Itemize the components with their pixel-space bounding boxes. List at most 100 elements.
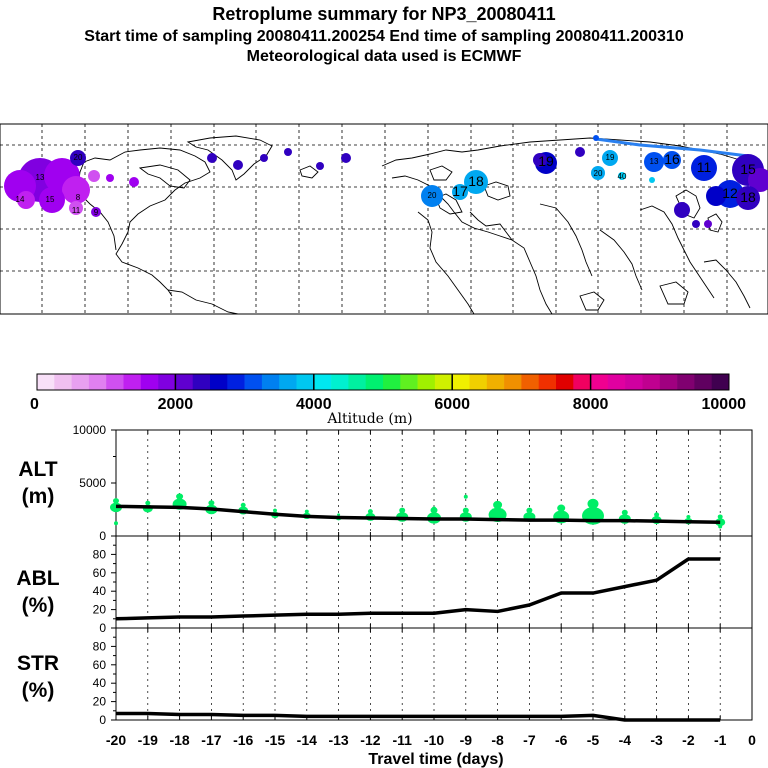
x-tick-label: -5 <box>587 732 600 748</box>
panel-ylabel: ABL <box>16 567 59 590</box>
colorbar-cell <box>417 374 436 390</box>
colorbar-tick-label: 6000 <box>434 396 470 413</box>
altitude-blob <box>526 507 533 514</box>
y-tick-label: 60 <box>93 658 107 672</box>
plume-dot-label: 15 <box>740 161 756 177</box>
x-tick-label: -9 <box>460 732 473 748</box>
altitude-blob <box>493 500 503 509</box>
plume-dot-label: 40 <box>618 172 627 181</box>
colorbar-cell <box>486 374 505 390</box>
plume-dot <box>649 177 655 183</box>
altitude-mean-line <box>115 504 721 524</box>
y-tick-label: 20 <box>93 603 107 617</box>
altitude-blob <box>686 514 691 519</box>
y-tick-label: 80 <box>93 639 107 653</box>
altitude-blob <box>462 507 469 514</box>
colorbar-cell <box>677 374 695 390</box>
plume-dot <box>602 150 618 166</box>
y-tick-label: 0 <box>99 713 106 727</box>
colorbar-cell <box>88 374 107 390</box>
plume-dot <box>452 184 468 200</box>
colorbar-cell <box>244 374 263 390</box>
colorbar-cell <box>538 374 557 390</box>
x-tick-label: -11 <box>392 732 412 748</box>
colorbar-cell <box>711 374 730 390</box>
colorbar-label: Altitude (m) <box>326 411 412 427</box>
x-tick-label: -12 <box>360 732 380 748</box>
colorbar-cell <box>504 374 522 390</box>
plume-dot-label: 16 <box>664 151 680 167</box>
y-tick-label: 60 <box>93 566 107 580</box>
y-tick-label: 80 <box>93 547 107 561</box>
plume-dot <box>591 166 605 180</box>
altitude-point <box>654 513 659 518</box>
colorbar-cell <box>279 374 297 390</box>
plume-dot-label: 20 <box>74 153 83 162</box>
colorbar-cell <box>140 374 159 390</box>
x-tick-label: -13 <box>328 732 348 748</box>
colorbar-cell <box>348 374 366 390</box>
plume-dot <box>748 168 768 192</box>
y-tick-label: 10000 <box>73 423 107 437</box>
plume-dot <box>129 177 139 187</box>
x-tick-label: -14 <box>297 732 317 748</box>
figure-title: Retroplume summary for NP3_20080411 <box>212 4 555 24</box>
colorbar-cell <box>227 374 245 390</box>
colorbar-tick-label: 2000 <box>158 396 194 413</box>
colorbar-cell <box>192 374 211 390</box>
altitude-blob <box>273 508 277 513</box>
panel-ylabel: ALT <box>18 458 57 481</box>
colorbar-cell <box>590 374 609 390</box>
colorbar-frame <box>36 373 730 391</box>
colorbar-cell <box>158 374 176 390</box>
plume-dot <box>706 186 726 206</box>
altitude-blob <box>367 509 373 514</box>
plume-dot <box>106 174 114 182</box>
plume-dot <box>284 148 292 156</box>
colorbar-cell <box>175 374 193 390</box>
colorbar-tick-label: 10000 <box>702 396 747 413</box>
plume-dots <box>4 135 768 228</box>
abl-line <box>115 557 721 621</box>
colorbar-tick-label: 8000 <box>573 396 609 413</box>
colorbar-cell <box>123 374 142 390</box>
panel-ylabel: STR <box>17 652 59 675</box>
panel-ylabel: (%) <box>22 679 55 702</box>
x-tick-label: -18 <box>169 732 189 748</box>
plume-dot-label: 11 <box>72 206 81 215</box>
panel-alt: 10000 5000 0 ALT (m) <box>18 423 753 543</box>
altitude-point <box>432 506 436 511</box>
plume-dot <box>692 220 700 228</box>
x-tick-label: -19 <box>138 732 158 748</box>
panel-ylabel: (%) <box>22 594 55 617</box>
colorbar-cell <box>313 374 332 390</box>
colorbar-cell <box>469 374 488 390</box>
plume-dot-label: 19 <box>538 153 554 169</box>
colorbar-cell <box>54 374 72 390</box>
panel-ylabel: (m) <box>22 485 55 508</box>
y-tick-label: 0 <box>99 621 106 635</box>
colorbar-cell <box>383 374 401 390</box>
plume-dot-label: 18 <box>740 189 756 205</box>
altitude-blob <box>240 502 246 508</box>
panel-abl: 80 60 40 20 0 ABL (%) <box>16 535 753 635</box>
colorbar-cell <box>37 374 55 390</box>
plume-dot <box>421 185 443 207</box>
plume-dot <box>70 150 86 166</box>
colorbar-cells <box>37 374 730 390</box>
colorbar-cell <box>331 374 349 390</box>
plume-dot-label: 20 <box>594 169 603 178</box>
colorbar-cell <box>694 374 712 390</box>
sampling-times: Start time of sampling 20080411.200254 E… <box>84 28 684 45</box>
altitude-point <box>400 509 405 514</box>
altitude-blob <box>621 509 628 516</box>
plume-dot <box>17 191 35 209</box>
altitude-blob <box>337 513 341 517</box>
colorbar-cell <box>106 374 124 390</box>
plume-dot-label: 8 <box>76 193 81 202</box>
plume-dot <box>575 147 585 157</box>
colorbar-cell <box>556 374 574 390</box>
y-tick-label: 0 <box>99 529 106 543</box>
